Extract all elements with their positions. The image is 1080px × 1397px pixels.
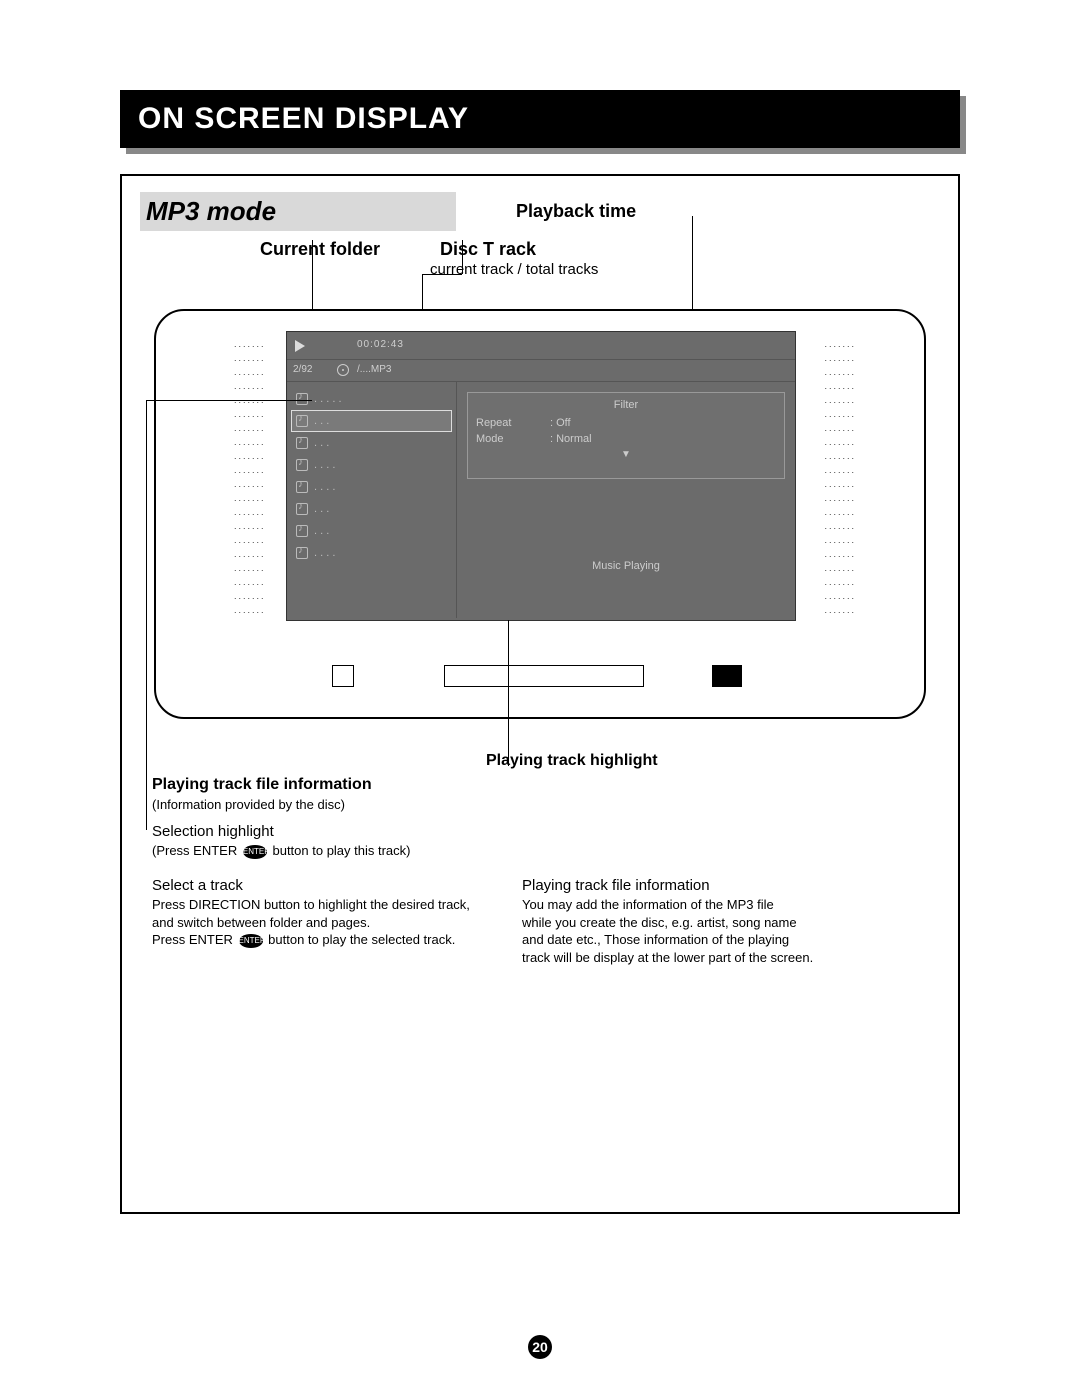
- osd-screen: 00:02:43 2/92 /....MP3 . . . . .. . .. .…: [286, 331, 796, 621]
- music-note-icon: [296, 437, 308, 449]
- device-box-wide: [444, 665, 644, 687]
- track-label: . . .: [314, 437, 329, 449]
- osd-top-bar: 00:02:43: [287, 332, 795, 360]
- section-title: ON SCREEN DISPLAY: [120, 90, 960, 148]
- block-selection-highlight: Selection highlight (Press ENTER ENTER b…: [152, 822, 411, 860]
- speaker-dots-right: ........................................…: [824, 337, 856, 617]
- music-note-icon: [296, 415, 308, 427]
- music-note-icon: [296, 525, 308, 537]
- label-disc-track: Disc T rack: [440, 239, 536, 260]
- mode-value: : Normal: [550, 433, 592, 445]
- track-label: . . . . .: [314, 393, 342, 405]
- mode-label: Mode: [476, 433, 526, 445]
- text: button to play this track): [272, 843, 410, 858]
- track-row[interactable]: . . . . .: [291, 388, 452, 410]
- text: Playing track highlight: [486, 750, 658, 772]
- music-note-icon: [296, 459, 308, 471]
- label-disc-track-sub: current track / total tracks: [430, 261, 598, 278]
- text: while you create the disc, e.g. artist, …: [522, 914, 902, 932]
- repeat-value: : Off: [550, 417, 571, 429]
- osd-path: /....MP3: [357, 364, 391, 375]
- player-device: ........................................…: [154, 309, 926, 719]
- track-row[interactable]: . . .: [291, 410, 452, 432]
- text: Press DIRECTION button to highlight the …: [152, 896, 512, 914]
- osd-path-bar: 2/92 /....MP3: [287, 360, 795, 382]
- status-music-playing: Music Playing: [457, 560, 795, 572]
- enter-button-icon: ENTER: [243, 845, 267, 859]
- osd-playback-time: 00:02:43: [357, 339, 404, 350]
- music-note-icon: [296, 547, 308, 559]
- leader-line: [146, 400, 147, 830]
- track-row[interactable]: . . .: [291, 520, 452, 542]
- text: Press ENTER: [152, 932, 233, 947]
- enter-button-icon: ENTER: [239, 934, 263, 948]
- device-bottom-controls: [156, 665, 924, 693]
- play-icon: [295, 340, 305, 352]
- track-list: . . . . . . . . . . . . . . . . . . . . . . . …: [287, 382, 457, 618]
- mode-heading: MP3 mode: [140, 192, 456, 231]
- leader-line: [422, 274, 462, 275]
- device-box-black: [712, 665, 742, 687]
- track-label: . . .: [314, 415, 329, 427]
- device-box-small: [332, 665, 354, 687]
- osd-track-counter: 2/92: [293, 364, 312, 375]
- track-label: . . . .: [314, 547, 335, 559]
- label-playback-time: Playback time: [516, 201, 636, 222]
- text: (Information provided by the disc): [152, 796, 372, 814]
- repeat-label: Repeat: [476, 417, 526, 429]
- block-select-track: Select a track Press DIRECTION button to…: [152, 876, 512, 949]
- track-label: . . .: [314, 503, 329, 515]
- block-playing-file-info: Playing track file information (Informat…: [152, 774, 372, 813]
- disc-icon: [337, 364, 349, 376]
- block-right-info: Playing track file information You may a…: [522, 876, 902, 966]
- track-row[interactable]: . . . .: [291, 454, 452, 476]
- top-callout-labels: Current folder Disc T rack current track…: [140, 239, 940, 285]
- leader-line: [508, 620, 509, 766]
- label-playing-highlight: Playing track highlight: [486, 750, 658, 772]
- text: track will be display at the lower part …: [522, 949, 902, 967]
- music-note-icon: [296, 503, 308, 515]
- filter-title: Filter: [476, 399, 776, 411]
- filter-box: Filter Repeat : Off Mode : Normal ▼: [467, 392, 785, 479]
- track-row[interactable]: . . .: [291, 432, 452, 454]
- music-note-icon: [296, 393, 308, 405]
- text: Selection highlight: [152, 822, 411, 842]
- track-label: . . .: [314, 525, 329, 537]
- leader-line: [462, 240, 463, 274]
- text: and date etc., Those information of the …: [522, 931, 902, 949]
- track-row[interactable]: . . . .: [291, 542, 452, 564]
- text: (Press ENTER: [152, 843, 237, 858]
- text: and switch between folder and pages.: [152, 914, 512, 932]
- track-row[interactable]: . . .: [291, 498, 452, 520]
- music-note-icon: [296, 481, 308, 493]
- track-label: . . . .: [314, 481, 335, 493]
- heading: Select a track: [152, 876, 512, 896]
- filter-pane: Filter Repeat : Off Mode : Normal ▼: [457, 382, 795, 618]
- text: Playing track file information: [152, 774, 372, 796]
- heading: Playing track file information: [522, 876, 902, 896]
- text: button to play the selected track.: [268, 932, 455, 947]
- page-number: 20: [528, 1335, 552, 1359]
- text: You may add the information of the MP3 f…: [522, 896, 902, 914]
- track-row[interactable]: . . . .: [291, 476, 452, 498]
- label-current-folder: Current folder: [260, 239, 380, 260]
- speaker-dots-left: ........................................…: [234, 337, 266, 617]
- track-label: . . . .: [314, 459, 335, 471]
- chevron-down-icon: ▼: [476, 449, 776, 460]
- content-frame: MP3 mode Playback time Current folder Di…: [120, 174, 960, 1214]
- leader-line: [146, 400, 312, 401]
